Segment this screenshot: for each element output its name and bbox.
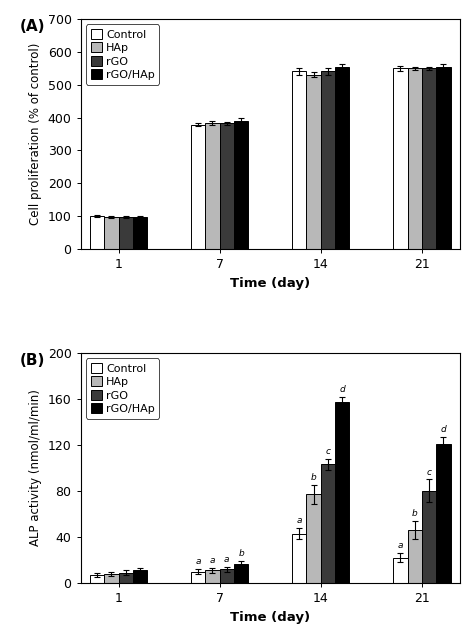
Bar	[133, 571, 147, 583]
Bar	[118, 217, 133, 249]
Bar	[321, 71, 335, 249]
Text: a: a	[297, 516, 302, 525]
X-axis label: Time (day): Time (day)	[230, 611, 310, 624]
Bar	[104, 574, 118, 583]
Text: a: a	[398, 541, 403, 551]
Bar	[393, 68, 408, 249]
Bar	[335, 403, 349, 583]
Bar	[191, 572, 205, 583]
Legend: Control, HAp, rGO, rGO/HAp: Control, HAp, rGO, rGO/HAp	[86, 359, 159, 419]
Text: (B): (B)	[20, 353, 46, 368]
Text: c: c	[326, 447, 330, 456]
Text: d: d	[339, 385, 345, 394]
Bar	[234, 121, 248, 249]
Bar	[90, 216, 104, 249]
Y-axis label: Cell proliferation (% of control): Cell proliferation (% of control)	[29, 43, 42, 225]
Text: a: a	[195, 557, 201, 566]
Text: b: b	[412, 509, 418, 518]
Bar	[219, 124, 234, 249]
Bar	[205, 571, 219, 583]
Bar	[118, 572, 133, 583]
Bar	[335, 66, 349, 249]
Bar	[436, 66, 450, 249]
Bar	[191, 125, 205, 249]
X-axis label: Time (day): Time (day)	[230, 277, 310, 290]
Bar	[393, 558, 408, 583]
Bar	[90, 575, 104, 583]
Bar	[321, 465, 335, 583]
Text: b: b	[238, 549, 244, 559]
Bar	[292, 71, 306, 249]
Bar	[422, 491, 436, 583]
Bar	[133, 217, 147, 249]
Bar	[306, 495, 321, 583]
Y-axis label: ALP activity (nmol/ml/min): ALP activity (nmol/ml/min)	[29, 389, 42, 546]
Bar	[234, 564, 248, 583]
Bar	[436, 444, 450, 583]
Bar	[408, 68, 422, 249]
Text: c: c	[427, 468, 431, 477]
Text: d: d	[440, 425, 446, 434]
Bar	[219, 569, 234, 583]
Bar	[306, 75, 321, 249]
Text: a: a	[224, 555, 229, 564]
Bar	[104, 217, 118, 249]
Text: b: b	[310, 473, 317, 482]
Bar	[422, 68, 436, 249]
Legend: Control, HAp, rGO, rGO/HAp: Control, HAp, rGO, rGO/HAp	[86, 24, 159, 85]
Bar	[205, 123, 219, 249]
Text: (A): (A)	[20, 19, 46, 34]
Bar	[408, 530, 422, 583]
Text: a: a	[210, 556, 215, 566]
Bar	[292, 534, 306, 583]
